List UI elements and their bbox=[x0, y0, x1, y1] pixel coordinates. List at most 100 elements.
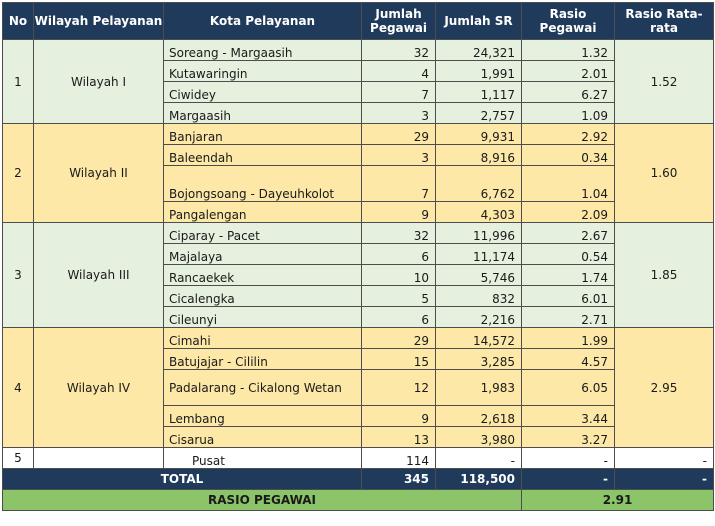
cell-rasio: 1.09 bbox=[521, 102, 615, 124]
cell-pegawai: 3 bbox=[361, 144, 436, 166]
cell-pegawai: 3 bbox=[361, 102, 436, 124]
table-row: 4 Wilayah IV Cimahi 29 14,572 1.99 2.95 bbox=[2, 327, 714, 448]
cell-sr: 11,996 bbox=[435, 222, 522, 244]
table-row: Rancaekek 10 5,746 1.74 bbox=[3, 264, 714, 286]
cell-rasio: 2.67 bbox=[521, 222, 615, 244]
cell-rasio: 1.04 bbox=[521, 165, 615, 202]
pusat-sr: - bbox=[435, 447, 522, 469]
cell-kota: Padalarang - Cikalong Wetan bbox=[163, 369, 362, 406]
pusat-rasio: - bbox=[521, 447, 615, 469]
group-rata: 1.85 bbox=[614, 222, 714, 328]
rasio-pegawai-table: No Wilayah Pelayanan Kota Pelayanan Juml… bbox=[2, 2, 714, 511]
cell-kota: Lembang bbox=[163, 405, 362, 427]
cell-rasio: 1.32 bbox=[521, 39, 615, 61]
header-rasio: Rasio Pegawai bbox=[521, 2, 615, 40]
header-kota: Kota Pelayanan bbox=[163, 2, 362, 40]
cell-sr: 24,321 bbox=[435, 39, 522, 61]
cell-pegawai: 32 bbox=[361, 39, 436, 61]
cell-pegawai: 6 bbox=[361, 306, 436, 328]
group-rata: 1.52 bbox=[614, 39, 714, 124]
group-no: 4 bbox=[2, 327, 34, 448]
cell-kota: Rancaekek bbox=[163, 264, 362, 286]
cell-kota: Ciwidey bbox=[163, 81, 362, 103]
cell-rasio: 6.01 bbox=[521, 285, 615, 307]
cell-kota: Batujajar - Cililin bbox=[163, 348, 362, 370]
pusat-kota: Pusat bbox=[163, 447, 362, 469]
cell-pegawai: 7 bbox=[361, 81, 436, 103]
cell-sr: 3,980 bbox=[435, 426, 522, 448]
pusat-rata: - bbox=[614, 447, 714, 469]
cell-rasio: 2.71 bbox=[521, 306, 615, 328]
cell-pegawai: 29 bbox=[361, 123, 436, 145]
cell-sr: 3,285 bbox=[435, 348, 522, 370]
group-wilayah: Wilayah I bbox=[33, 39, 164, 124]
cell-kota: Majalaya bbox=[163, 243, 362, 265]
summary: TOTAL 345 118,500 - - RASIO PEGAWAI 2.91 bbox=[2, 468, 714, 511]
cell-rasio: 2.09 bbox=[521, 201, 615, 223]
cell-pegawai: 7 bbox=[361, 165, 436, 202]
cell-rasio: 6.27 bbox=[521, 81, 615, 103]
group-no: 1 bbox=[2, 39, 34, 124]
table-row: 3 Wilayah III Ciparay - Pacet 32 11,996 … bbox=[2, 222, 714, 328]
cell-kota: Cisarua bbox=[163, 426, 362, 448]
cell-sr: 1,991 bbox=[435, 60, 522, 82]
total-label: TOTAL bbox=[2, 468, 362, 490]
group-no: 2 bbox=[2, 123, 34, 223]
table-row: Pangalengan 9 4,303 2.09 bbox=[3, 201, 714, 223]
cell-rasio: 3.44 bbox=[521, 405, 615, 427]
header-row: No Wilayah Pelayanan Kota Pelayanan Juml… bbox=[2, 2, 714, 40]
cell-pegawai: 29 bbox=[361, 327, 436, 349]
group-wilayah: Wilayah II bbox=[33, 123, 164, 223]
pusat-no: 5 bbox=[2, 447, 34, 469]
cell-pegawai: 10 bbox=[361, 264, 436, 286]
table-row: 1 Wilayah I Soreang - Margaasih 32 24,32… bbox=[2, 39, 714, 124]
cell-pegawai: 32 bbox=[361, 222, 436, 244]
total-sr: 118,500 bbox=[435, 468, 522, 490]
table-row: 2 Wilayah II Banjaran 29 9,931 2.92 1.60 bbox=[2, 123, 714, 223]
cell-kota: Cileunyi bbox=[163, 306, 362, 328]
cell-sr: 2,618 bbox=[435, 405, 522, 427]
cell-pegawai: 13 bbox=[361, 426, 436, 448]
table-row: Majalaya 6 11,174 0.54 bbox=[3, 243, 714, 265]
cell-kota: Bojongsoang - Dayeuhkolot bbox=[163, 165, 362, 202]
table-row: 5 Pusat 114 - - - bbox=[2, 447, 714, 469]
pusat-pegawai: 114 bbox=[361, 447, 436, 469]
cell-kota: Margaasih bbox=[163, 102, 362, 124]
cell-rasio: 0.54 bbox=[521, 243, 615, 265]
group-rata: 1.60 bbox=[614, 123, 714, 223]
header-sr: Jumlah SR bbox=[435, 2, 522, 40]
cell-pegawai: 6 bbox=[361, 243, 436, 265]
group-wilayah: Wilayah III bbox=[33, 222, 164, 328]
table-row: Cileunyi 6 2,216 2.71 bbox=[3, 306, 714, 328]
group-wilayah: Wilayah IV bbox=[33, 327, 164, 448]
cell-sr: 8,916 bbox=[435, 144, 522, 166]
cell-rasio: 3.27 bbox=[521, 426, 615, 448]
header-wilayah: Wilayah Pelayanan bbox=[33, 2, 164, 40]
table-row: Padalarang - Cikalong Wetan 12 1,983 6.0… bbox=[3, 369, 714, 406]
header-rata: Rasio Rata-rata bbox=[614, 2, 714, 40]
cell-pegawai: 12 bbox=[361, 369, 436, 406]
cell-sr: 2,216 bbox=[435, 306, 522, 328]
group-wilayah-2: 2 Wilayah II Banjaran 29 9,931 2.92 1.60… bbox=[2, 123, 714, 223]
cell-sr: 1,983 bbox=[435, 369, 522, 406]
cell-pegawai: 5 bbox=[361, 285, 436, 307]
rasio-pegawai-label: RASIO PEGAWAI bbox=[2, 489, 522, 511]
cell-pegawai: 15 bbox=[361, 348, 436, 370]
cell-pegawai: 9 bbox=[361, 201, 436, 223]
cell-sr: 14,572 bbox=[435, 327, 522, 349]
cell-kota: Ciparay - Pacet bbox=[163, 222, 362, 244]
group-wilayah-1: 1 Wilayah I Soreang - Margaasih 32 24,32… bbox=[2, 39, 714, 124]
total-rata: - bbox=[614, 468, 714, 490]
group-pusat: 5 Pusat 114 - - - bbox=[2, 447, 714, 469]
cell-kota: Soreang - Margaasih bbox=[163, 39, 362, 61]
cell-rasio: 1.99 bbox=[521, 327, 615, 349]
group-rata: 2.95 bbox=[614, 327, 714, 448]
cell-kota: Baleendah bbox=[163, 144, 362, 166]
cell-rasio: 2.01 bbox=[521, 60, 615, 82]
cell-kota: Pangalengan bbox=[163, 201, 362, 223]
cell-sr: 11,174 bbox=[435, 243, 522, 265]
total-rasio: - bbox=[521, 468, 615, 490]
cell-kota: Kutawaringin bbox=[163, 60, 362, 82]
cell-sr: 4,303 bbox=[435, 201, 522, 223]
